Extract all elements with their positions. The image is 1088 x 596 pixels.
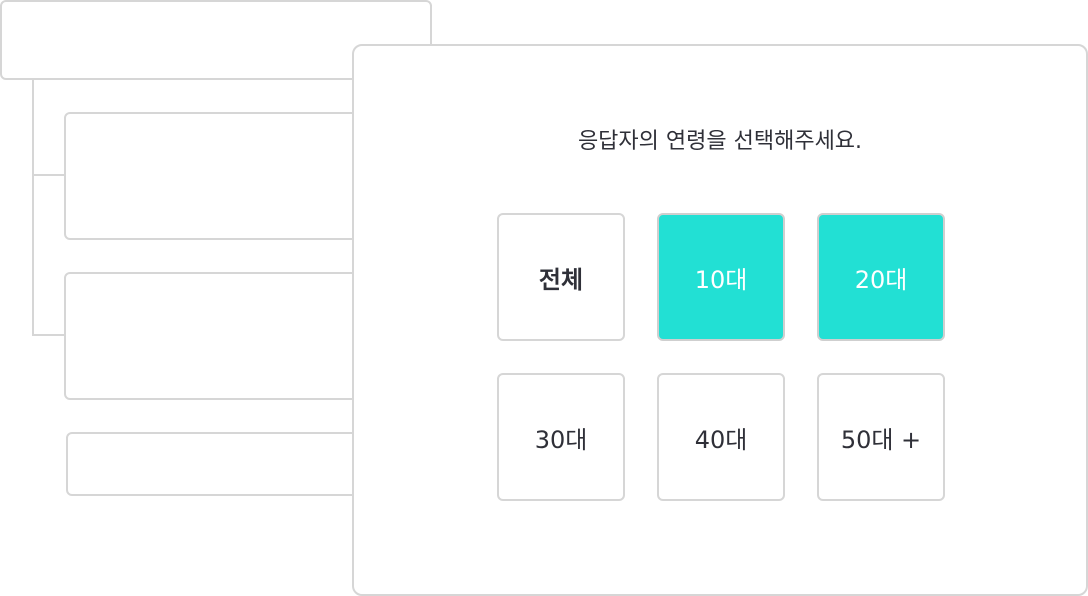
age-option-10s[interactable]: 10대 <box>657 213 785 341</box>
age-option-40s[interactable]: 40대 <box>657 373 785 501</box>
age-option-30s[interactable]: 30대 <box>497 373 625 501</box>
background-card-2 <box>64 272 364 400</box>
tree-line-branch-1 <box>32 174 66 176</box>
background-card-1 <box>64 112 364 240</box>
age-option-20s[interactable]: 20대 <box>817 213 945 341</box>
tree-line-vertical <box>32 80 34 336</box>
age-selection-dialog: 응답자의 연령을 선택해주세요. 전체 10대 20대 30대 40대 50대 … <box>352 44 1088 596</box>
question-text: 응답자의 연령을 선택해주세요. <box>577 129 863 154</box>
background-card-3 <box>66 432 366 496</box>
background-header-box <box>0 0 432 80</box>
age-option-50s-plus[interactable]: 50대 + <box>817 373 945 501</box>
age-option-all[interactable]: 전체 <box>497 213 625 341</box>
age-options-grid: 전체 10대 20대 30대 40대 50대 + <box>497 213 945 501</box>
tree-line-branch-2 <box>32 334 66 336</box>
